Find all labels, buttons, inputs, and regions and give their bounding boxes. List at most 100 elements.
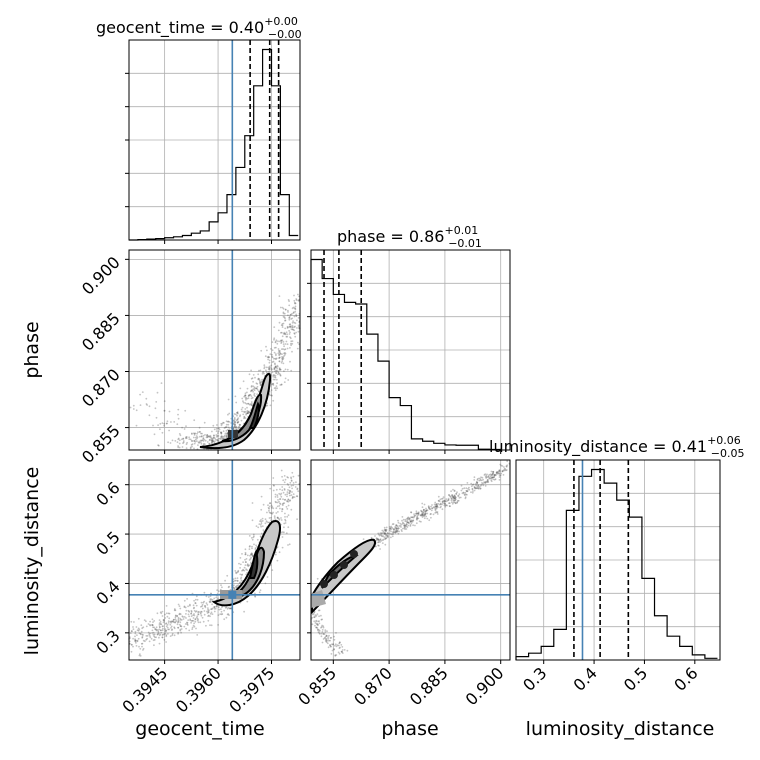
scatter-luminosity-distance-vs-geocent-time-sample: [270, 504, 273, 507]
scatter-luminosity-distance-vs-geocent-time-sample: [281, 508, 284, 511]
scatter-luminosity-distance-vs-geocent-time-sample: [292, 475, 295, 478]
scatter-luminosity-distance-vs-phase-sample: [441, 503, 443, 506]
scatter-phase-vs-geocent-time-sample: [233, 413, 236, 415]
scatter-luminosity-distance-vs-geocent-time-sample: [277, 511, 279, 513]
scatter-luminosity-distance-vs-phase-sample: [454, 499, 457, 502]
scatter-phase-vs-geocent-time-sample: [282, 312, 285, 315]
scatter-phase-vs-geocent-time-sample: [198, 426, 201, 429]
scatter-luminosity-distance-vs-phase-sample: [329, 637, 332, 639]
xtick-label-luminosity-distance-0: 0.3: [519, 663, 550, 694]
scatter-luminosity-distance-vs-geocent-time-sample: [180, 631, 183, 634]
scatter-luminosity-distance-vs-geocent-time-sample: [273, 484, 275, 487]
scatter-luminosity-distance-vs-geocent-time-sample: [284, 519, 287, 522]
scatter-luminosity-distance-vs-phase-sample: [430, 513, 432, 515]
scatter-luminosity-distance-vs-phase-sample: [392, 531, 395, 534]
scatter-luminosity-distance-vs-phase-sample: [475, 487, 478, 490]
scatter-luminosity-distance-vs-geocent-time-sample: [151, 623, 154, 626]
scatter-luminosity-distance-vs-phase-sample: [480, 483, 483, 486]
scatter-phase-vs-geocent-time-sample: [282, 311, 285, 314]
scatter-phase-vs-geocent-time-sample: [189, 446, 192, 449]
scatter-luminosity-distance-vs-geocent-time-sample: [203, 591, 206, 594]
scatter-phase-vs-geocent-time-sample: [294, 325, 296, 328]
scatter-luminosity-distance-vs-phase-sample: [489, 475, 492, 478]
scatter-phase-vs-geocent-time-sample: [274, 365, 277, 368]
scatter-luminosity-distance-vs-phase-sample: [474, 483, 477, 485]
scatter-luminosity-distance-vs-geocent-time-sample: [137, 629, 140, 632]
scatter-luminosity-distance-vs-phase-sample: [473, 485, 476, 488]
scatter-luminosity-distance-vs-geocent-time-sample: [284, 516, 286, 518]
scatter-phase-vs-geocent-time-sample: [296, 327, 298, 329]
scatter-phase-vs-geocent-time-sample: [282, 341, 285, 343]
scatter-luminosity-distance-vs-geocent-time-sample: [190, 615, 193, 618]
scatter-phase-vs-geocent-time-sample: [281, 335, 284, 338]
scatter-luminosity-distance-vs-geocent-time-sample: [217, 597, 219, 600]
scatter-luminosity-distance-vs-geocent-time-sample: [219, 613, 222, 615]
scatter-luminosity-distance-vs-phase-sample: [409, 521, 412, 523]
ytick-label-luminosity-distance-0: 0.3: [92, 626, 123, 657]
scatter-luminosity-distance-vs-phase-sample: [425, 515, 428, 518]
scatter-luminosity-distance-vs-geocent-time-sample: [183, 599, 186, 602]
scatter-luminosity-distance-vs-geocent-time-sample: [217, 606, 220, 609]
scatter-phase-vs-geocent-time-sample: [227, 421, 229, 423]
scatter-luminosity-distance-vs-geocent-time-sample: [170, 621, 173, 624]
scatter-luminosity-distance-vs-geocent-time-sample: [224, 579, 227, 582]
scatter-luminosity-distance-vs-geocent-time-sample: [160, 631, 163, 634]
scatter-luminosity-distance-vs-phase-sample: [390, 525, 393, 528]
scatter-luminosity-distance-vs-phase-sample: [410, 520, 413, 523]
scatter-luminosity-distance-vs-geocent-time-sample: [153, 633, 156, 636]
scatter-luminosity-distance-vs-phase-sample: [311, 616, 314, 619]
scatter-luminosity-distance-vs-geocent-time-sample: [244, 561, 247, 563]
scatter-phase-vs-geocent-time-sample: [212, 424, 215, 427]
scatter-luminosity-distance-vs-phase-sample: [377, 538, 380, 541]
scatter-luminosity-distance-vs-phase-sample: [397, 532, 400, 535]
scatter-luminosity-distance-vs-geocent-time-sample: [179, 617, 182, 620]
scatter-phase-vs-geocent-time-sample: [278, 350, 281, 353]
scatter-luminosity-distance-vs-phase-sample: [501, 465, 504, 467]
scatter-luminosity-distance-vs-geocent-time-sample: [287, 489, 289, 491]
scatter-luminosity-distance-vs-phase-sample: [313, 610, 316, 613]
scatter-phase-vs-geocent-time-sample: [289, 323, 292, 326]
scatter-phase-vs-geocent-time-sample: [267, 356, 270, 359]
scatter-luminosity-distance-vs-geocent-time-sample: [183, 606, 186, 608]
scatter-luminosity-distance-vs-geocent-time-sample: [159, 626, 161, 629]
scatter-luminosity-distance-vs-geocent-time-sample: [165, 605, 168, 607]
scatter-luminosity-distance-vs-geocent-time-sample: [176, 615, 179, 617]
scatter-luminosity-distance-vs-geocent-time-sample: [236, 577, 239, 579]
scatter-luminosity-distance-vs-phase-sample: [476, 478, 479, 480]
scatter-phase-vs-geocent-time-sample: [217, 439, 220, 442]
scatter-luminosity-distance-vs-geocent-time-sample: [174, 621, 177, 623]
scatter-luminosity-distance-vs-phase-sample: [439, 498, 442, 501]
scatter-luminosity-distance-vs-phase-sample: [404, 524, 406, 526]
scatter-luminosity-distance-vs-geocent-time-sample: [244, 548, 247, 551]
scatter-luminosity-distance-vs-geocent-time-sample: [148, 633, 151, 635]
scatter-luminosity-distance-vs-geocent-time-sample: [174, 621, 177, 624]
scatter-phase-vs-geocent-time-sample: [192, 436, 195, 439]
scatter-luminosity-distance-vs-phase-sample: [381, 542, 384, 544]
scatter-phase-vs-geocent-time-sample: [268, 359, 271, 362]
scatter-luminosity-distance-vs-geocent-time-sample: [156, 629, 159, 631]
scatter-luminosity-distance-vs-phase-sample: [506, 464, 509, 467]
scatter-luminosity-distance-vs-geocent-time-sample: [246, 569, 249, 571]
scatter-luminosity-distance-vs-phase-sample: [410, 522, 413, 525]
scatter-luminosity-distance-vs-geocent-time-sample: [286, 491, 289, 493]
scatter-phase-vs-geocent-time-sample: [293, 321, 296, 324]
scatter-luminosity-distance-vs-geocent-time-sample: [220, 608, 222, 610]
scatter-luminosity-distance-vs-geocent-time-sample: [164, 628, 167, 631]
scatter-luminosity-distance-vs-phase-sample: [380, 539, 383, 542]
scatter-luminosity-distance-vs-phase-sample: [456, 501, 459, 503]
scatter-luminosity-distance-vs-phase-sample: [460, 489, 463, 492]
scatter-luminosity-distance-vs-phase-sample: [378, 534, 381, 537]
scatter-phase-vs-geocent-time-sample: [275, 353, 277, 355]
scatter-luminosity-distance-vs-geocent-time-sample: [139, 647, 142, 650]
scatter-phase-vs-geocent-time-sample: [272, 383, 274, 385]
scatter-luminosity-distance-vs-phase-sample: [377, 532, 380, 535]
scatter-luminosity-distance-vs-phase-sample: [407, 521, 409, 524]
scatter-phase-vs-geocent-time-sample: [283, 333, 286, 335]
scatter-phase-vs-geocent-time-sample: [282, 357, 285, 359]
scatter-luminosity-distance-vs-geocent-time-sample: [165, 629, 167, 632]
scatter-luminosity-distance-vs-geocent-time-sample: [130, 650, 133, 653]
scatter-phase-vs-geocent-time-sample: [284, 333, 287, 336]
scatter-phase-vs-geocent-time-sample: [272, 360, 275, 363]
scatter-luminosity-distance-vs-phase-sample: [465, 489, 468, 492]
scatter-phase-vs-geocent-time-sample: [221, 422, 224, 425]
